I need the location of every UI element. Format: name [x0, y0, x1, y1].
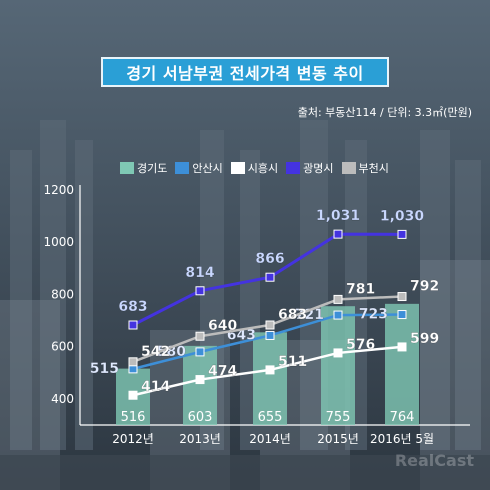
series-value-label: 580: [157, 344, 186, 360]
x-tick-label: 2013년: [179, 432, 221, 446]
series-value-label: 781: [346, 281, 375, 297]
series-value-label: 576: [346, 337, 375, 353]
series-value-label: 721: [295, 307, 324, 323]
chart-title: 경기 서남부권 전세가격 변동 추이: [101, 57, 389, 87]
legend-item-gwangmyeong: 광명시: [286, 160, 334, 176]
legend-item-gyeonggi: 경기도: [120, 160, 167, 176]
bar-value-label: 764: [390, 410, 415, 425]
y-tick-label: 400: [51, 392, 74, 406]
series-point: [128, 390, 138, 400]
legend-swatch-gwangmyeong: [286, 162, 301, 174]
series-point: [397, 310, 407, 320]
series-point: [195, 286, 205, 296]
series-value-label: 640: [208, 318, 237, 334]
legend: 경기도 안산시 시흥시 광명시 부천시: [120, 160, 389, 176]
series-value-label: 814: [185, 265, 214, 281]
series-value-label: 414: [141, 379, 170, 395]
series-value-label: 723: [359, 307, 388, 323]
legend-swatch-gyeonggi: [120, 162, 134, 174]
bar: [183, 345, 217, 425]
series-value-label: 866: [255, 251, 284, 267]
legend-item-bucheon: 부천시: [341, 160, 389, 176]
legend-swatch-siheung: [230, 162, 245, 174]
bar-value-label: 655: [258, 410, 283, 425]
series-value-label: 683: [278, 307, 307, 323]
legend-label: 시흥시: [247, 162, 279, 175]
series-point: [333, 310, 343, 320]
legend-label: 부천시: [358, 162, 389, 175]
x-tick-label: 2012년: [112, 432, 154, 446]
bar-value-label: 603: [188, 410, 213, 425]
y-tick-label: 800: [51, 287, 74, 301]
series-value-label: 542: [141, 344, 170, 360]
x-tick-label: 2016년 5월: [370, 432, 434, 446]
series-point: [265, 330, 275, 340]
bar: [321, 306, 355, 425]
series-value-label: 683: [118, 299, 147, 315]
series-value-label: 1,031: [316, 208, 360, 224]
legend-label: 안산시: [192, 162, 223, 175]
legend-label: 광명시: [303, 162, 334, 175]
series-value-label: 474: [208, 364, 237, 380]
series-point: [195, 331, 205, 341]
legend-swatch-ansan: [175, 162, 190, 174]
series-point: [128, 320, 138, 330]
series-point: [195, 347, 205, 357]
legend-swatch-bucheon: [341, 162, 356, 174]
watermark-logo: RealCast: [394, 451, 474, 470]
series-value-label: 792: [410, 279, 439, 295]
series-point: [333, 229, 343, 239]
series-point: [333, 294, 343, 304]
series-point: [397, 342, 407, 352]
bar: [385, 303, 419, 425]
series-point: [265, 272, 275, 282]
bar-value-label: 516: [121, 410, 146, 425]
bar-value-label: 755: [326, 410, 351, 425]
series-point: [195, 375, 205, 385]
source-note: 출처: 부동산114 / 단위: 3.3㎡(만원): [297, 106, 472, 119]
series-point: [265, 320, 275, 330]
x-tick-label: 2014년: [249, 432, 291, 446]
series-point: [128, 357, 138, 367]
series-value-label: 1,030: [380, 208, 425, 224]
series-value-label: 515: [90, 361, 119, 377]
series-value-label: 599: [410, 331, 439, 347]
series-point: [397, 292, 407, 302]
y-tick-label: 1000: [43, 235, 74, 249]
x-tick-label: 2015년: [317, 432, 359, 446]
y-tick-label: 600: [51, 340, 74, 354]
legend-label: 경기도: [137, 162, 168, 175]
series-point: [333, 348, 343, 358]
legend-item-siheung: 시흥시: [230, 160, 279, 176]
bar: [253, 332, 287, 425]
y-tick-label: 1200: [43, 183, 74, 197]
series-point: [397, 229, 407, 239]
series-point: [265, 365, 275, 375]
legend-item-ansan: 안산시: [175, 160, 223, 176]
series-value-label: 511: [278, 354, 307, 370]
